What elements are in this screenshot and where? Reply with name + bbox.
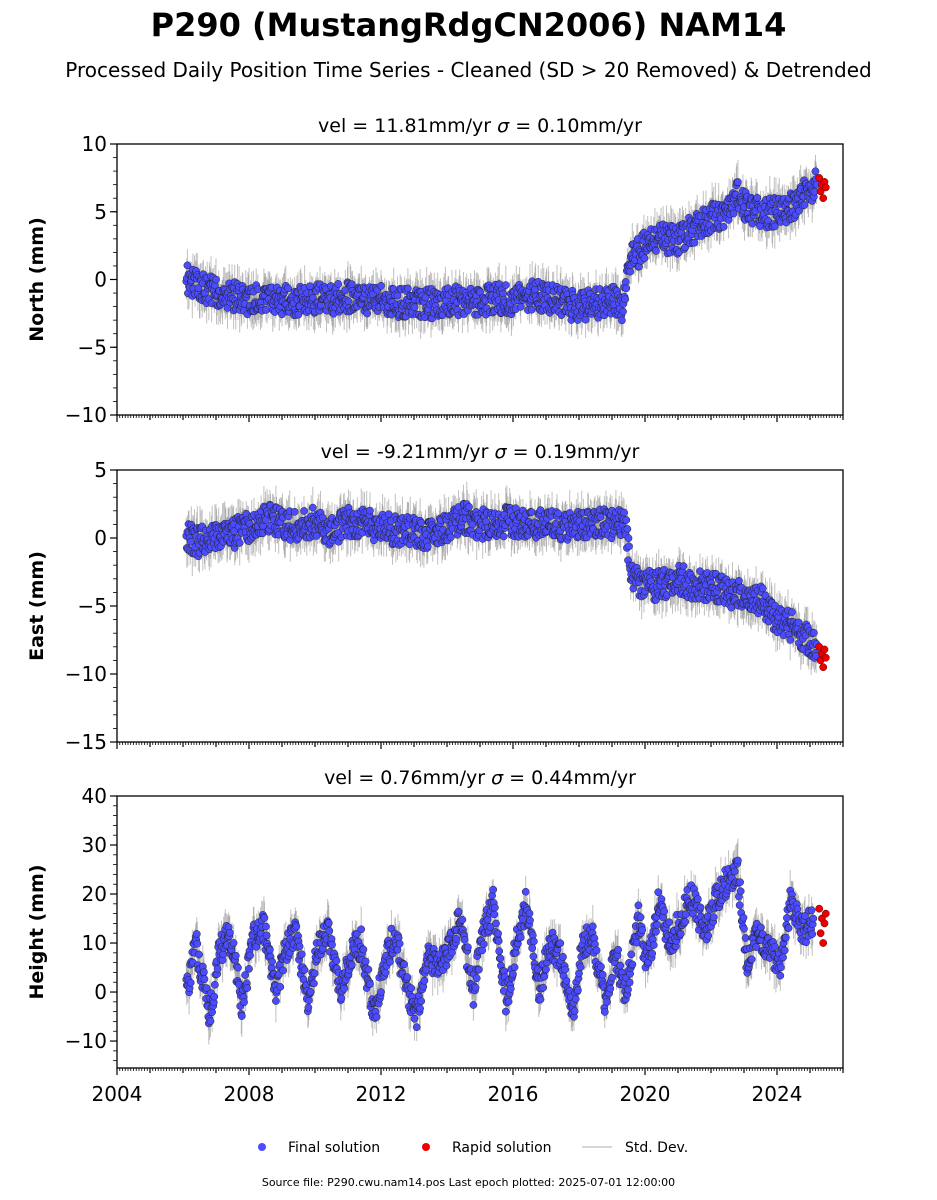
y-axis-label: North (mm) bbox=[26, 217, 48, 342]
final-point bbox=[384, 510, 393, 519]
final-point bbox=[344, 297, 353, 306]
rapid-point bbox=[820, 645, 829, 654]
final-point bbox=[212, 275, 220, 284]
final-point bbox=[308, 293, 317, 302]
final-point bbox=[527, 508, 536, 517]
final-point bbox=[788, 608, 796, 616]
plot-area bbox=[182, 481, 830, 675]
final-point bbox=[235, 539, 244, 547]
final-point bbox=[290, 507, 299, 516]
final-point bbox=[625, 542, 633, 551]
final-point bbox=[652, 247, 660, 255]
final-point bbox=[284, 284, 292, 293]
final-point bbox=[527, 305, 536, 314]
title-vel: vel = 11.81mm/yr bbox=[318, 115, 497, 137]
final-point bbox=[690, 238, 699, 247]
final-point bbox=[446, 533, 455, 542]
y-tick-label: 5 bbox=[94, 458, 107, 482]
final-point bbox=[753, 193, 762, 202]
final-point bbox=[735, 576, 743, 585]
final-point bbox=[786, 636, 795, 644]
final-point bbox=[294, 310, 303, 319]
panel-north: −10 −5 0 5 10 North (mm) vel = 11.81mm/yr σ = … bbox=[26, 115, 844, 427]
final-point bbox=[393, 291, 402, 300]
final-point bbox=[347, 280, 356, 289]
final-point bbox=[308, 503, 317, 512]
final-point bbox=[404, 284, 412, 293]
title-sigma-value: = 0.10mm/yr bbox=[509, 115, 642, 137]
final-point bbox=[423, 542, 432, 551]
final-point bbox=[795, 206, 803, 215]
final-point bbox=[621, 278, 630, 286]
final-point bbox=[417, 518, 426, 527]
final-point bbox=[810, 628, 818, 637]
y-tick-label: 0 bbox=[94, 268, 107, 292]
title-sigma: σ bbox=[497, 115, 510, 137]
final-point bbox=[194, 284, 203, 292]
y-tick-label: 10 bbox=[82, 132, 107, 156]
y-tick-label: 5 bbox=[94, 200, 107, 224]
final-point bbox=[501, 281, 510, 289]
y-tick-label: 0 bbox=[94, 526, 107, 550]
final-point bbox=[334, 280, 342, 288]
final-point bbox=[410, 303, 419, 312]
figure-subtitle: Processed Daily Position Time Series - C… bbox=[65, 58, 872, 82]
final-point bbox=[618, 316, 626, 325]
rapid-point bbox=[821, 183, 830, 192]
final-point bbox=[619, 307, 627, 316]
final-point bbox=[624, 534, 633, 543]
y-tick-label: −5 bbox=[78, 594, 107, 618]
final-point bbox=[421, 293, 430, 302]
final-point bbox=[770, 222, 779, 231]
y-tick-label: −5 bbox=[78, 335, 107, 359]
rapid-point bbox=[819, 194, 828, 203]
final-point bbox=[596, 513, 605, 521]
final-point bbox=[476, 288, 484, 296]
final-point bbox=[811, 167, 820, 176]
final-point bbox=[183, 261, 192, 270]
final-point bbox=[620, 508, 628, 517]
panels-group: −10 −5 0 5 10 North (mm) vel = 11.81mm/yr σ = … bbox=[26, 115, 844, 1106]
final-point bbox=[623, 525, 632, 533]
final-point bbox=[719, 223, 728, 231]
final-point bbox=[377, 281, 385, 290]
final-point bbox=[312, 532, 321, 540]
final-point bbox=[679, 562, 688, 570]
final-point bbox=[729, 209, 738, 218]
final-point bbox=[758, 584, 767, 593]
final-point bbox=[800, 201, 809, 209]
final-point bbox=[626, 267, 634, 276]
final-point bbox=[581, 315, 590, 324]
panel-title: vel = 11.81mm/yr σ = 0.10mm/yr bbox=[318, 115, 642, 137]
y-tick-label: −15 bbox=[65, 730, 107, 754]
plot-area bbox=[182, 154, 830, 340]
final-point bbox=[300, 507, 308, 515]
final-point bbox=[516, 302, 525, 311]
y-tick-label: −10 bbox=[65, 403, 107, 427]
final-point bbox=[262, 306, 270, 314]
rapid-point bbox=[815, 174, 824, 182]
figure-title: P290 (MustangRdgCN2006) NAM14 bbox=[150, 6, 787, 44]
final-point bbox=[622, 284, 631, 293]
final-point bbox=[363, 309, 372, 318]
y-tick-label: −10 bbox=[65, 662, 107, 686]
final-point bbox=[366, 506, 374, 515]
final-point bbox=[640, 254, 649, 263]
final-point bbox=[499, 532, 508, 541]
final-point bbox=[621, 295, 630, 304]
rapid-point bbox=[819, 663, 828, 672]
final-point bbox=[482, 517, 490, 526]
final-point bbox=[794, 618, 803, 627]
rapid-point bbox=[821, 653, 830, 662]
final-point bbox=[465, 503, 473, 511]
final-point bbox=[734, 178, 742, 186]
final-point bbox=[468, 520, 477, 529]
final-point bbox=[622, 516, 631, 524]
